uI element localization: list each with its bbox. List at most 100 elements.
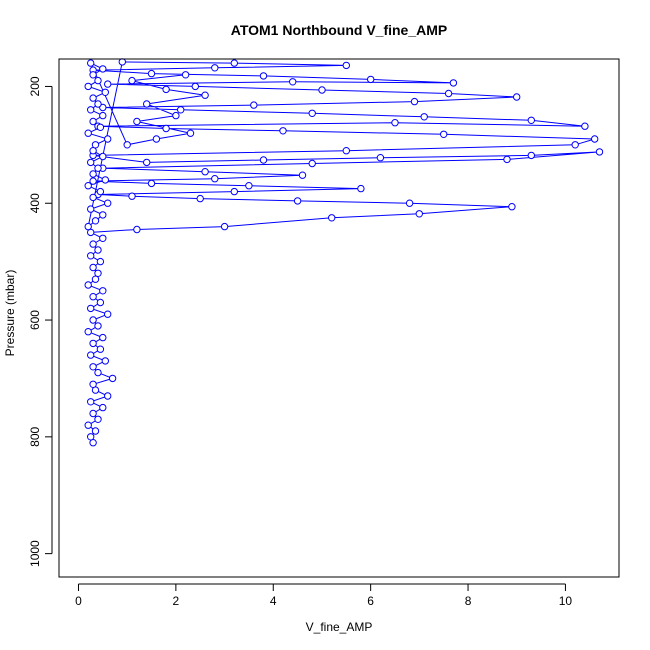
data-point [89, 316, 97, 324]
data-point [181, 71, 190, 79]
data-point [84, 222, 92, 231]
data-point [211, 175, 219, 183]
data-point [87, 252, 95, 260]
data-point [104, 310, 112, 318]
data-point [87, 59, 95, 67]
data-point [177, 106, 185, 114]
data-point [87, 398, 95, 406]
data-point [196, 194, 204, 203]
data-point [376, 154, 385, 162]
data-point [342, 147, 350, 155]
data-point [440, 130, 448, 139]
data-point [571, 141, 579, 149]
data-point [96, 257, 105, 266]
data-point [259, 156, 268, 164]
data-point [259, 72, 268, 80]
data-point [147, 179, 156, 188]
data-point [342, 61, 350, 70]
data-point [89, 240, 97, 248]
data-point [298, 171, 307, 179]
data-point [99, 103, 107, 112]
data-point [89, 363, 97, 371]
data-point [328, 214, 336, 222]
data-point [444, 89, 453, 98]
data-point [147, 69, 156, 78]
data-point [84, 421, 92, 429]
data-point [293, 197, 302, 205]
data-point [99, 287, 107, 295]
data-point [420, 113, 428, 121]
data-point [595, 148, 604, 156]
data-point [128, 76, 136, 85]
data-point [94, 368, 102, 377]
data-point [527, 151, 535, 160]
data-point [96, 187, 105, 196]
data-point [133, 225, 141, 234]
data-point [108, 374, 117, 383]
data-point [245, 182, 253, 190]
data-point [94, 164, 102, 172]
data-point [99, 111, 107, 120]
chart-title: ATOM1 Northbound V_fine_AMP [231, 22, 447, 38]
data-point [89, 193, 97, 202]
x-tick-label: 0 [75, 594, 82, 608]
data-point [220, 222, 229, 231]
data-point [162, 124, 170, 133]
data-point [96, 345, 105, 353]
data-point [89, 71, 97, 79]
data-point [96, 298, 105, 307]
x-tick-label: 10 [559, 594, 573, 608]
data-point [513, 93, 521, 101]
data-point [367, 75, 375, 84]
data-point [104, 392, 112, 400]
data-point [84, 328, 92, 336]
data-point [84, 182, 92, 190]
data-point [99, 234, 107, 243]
data-point [94, 415, 102, 423]
x-axis-label: V_fine_AMP [306, 620, 373, 634]
data-point [94, 76, 102, 85]
data-point [581, 122, 589, 130]
x-tick-label: 8 [465, 594, 472, 608]
data-point [87, 304, 95, 313]
data-point [89, 293, 97, 301]
x-tick-label: 2 [173, 594, 180, 608]
data-point [289, 78, 297, 86]
data-point [123, 141, 131, 149]
data-point [104, 135, 112, 143]
data-point [87, 158, 95, 167]
data-point [527, 116, 535, 125]
y-tick-label: 800 [28, 427, 42, 447]
data-point [89, 177, 97, 185]
data-point [91, 427, 100, 435]
data-point [318, 86, 326, 94]
data-point [118, 58, 127, 66]
y-tick-label: 200 [28, 76, 42, 96]
data-point [503, 155, 511, 164]
x-tick-label: 4 [270, 594, 277, 608]
data-point [279, 127, 287, 135]
data-point [101, 176, 110, 184]
data-point [91, 217, 100, 225]
data-point [143, 158, 151, 167]
y-axis: 200 400 600 800 1000 [28, 76, 53, 567]
data-point [99, 333, 107, 342]
data-point [250, 101, 258, 109]
data-point [230, 187, 239, 196]
data-point [172, 111, 180, 120]
data-point [89, 117, 97, 126]
data-point [94, 269, 102, 277]
data-point [89, 263, 97, 272]
data-point [87, 433, 95, 441]
data-point [87, 351, 95, 359]
data-point [391, 119, 399, 127]
data-point [101, 357, 110, 365]
data-point [128, 192, 136, 200]
data-point [152, 135, 161, 143]
x-tick-label: 6 [367, 594, 374, 608]
data-point [449, 79, 458, 87]
data-point [104, 199, 112, 207]
data-point [99, 152, 107, 161]
